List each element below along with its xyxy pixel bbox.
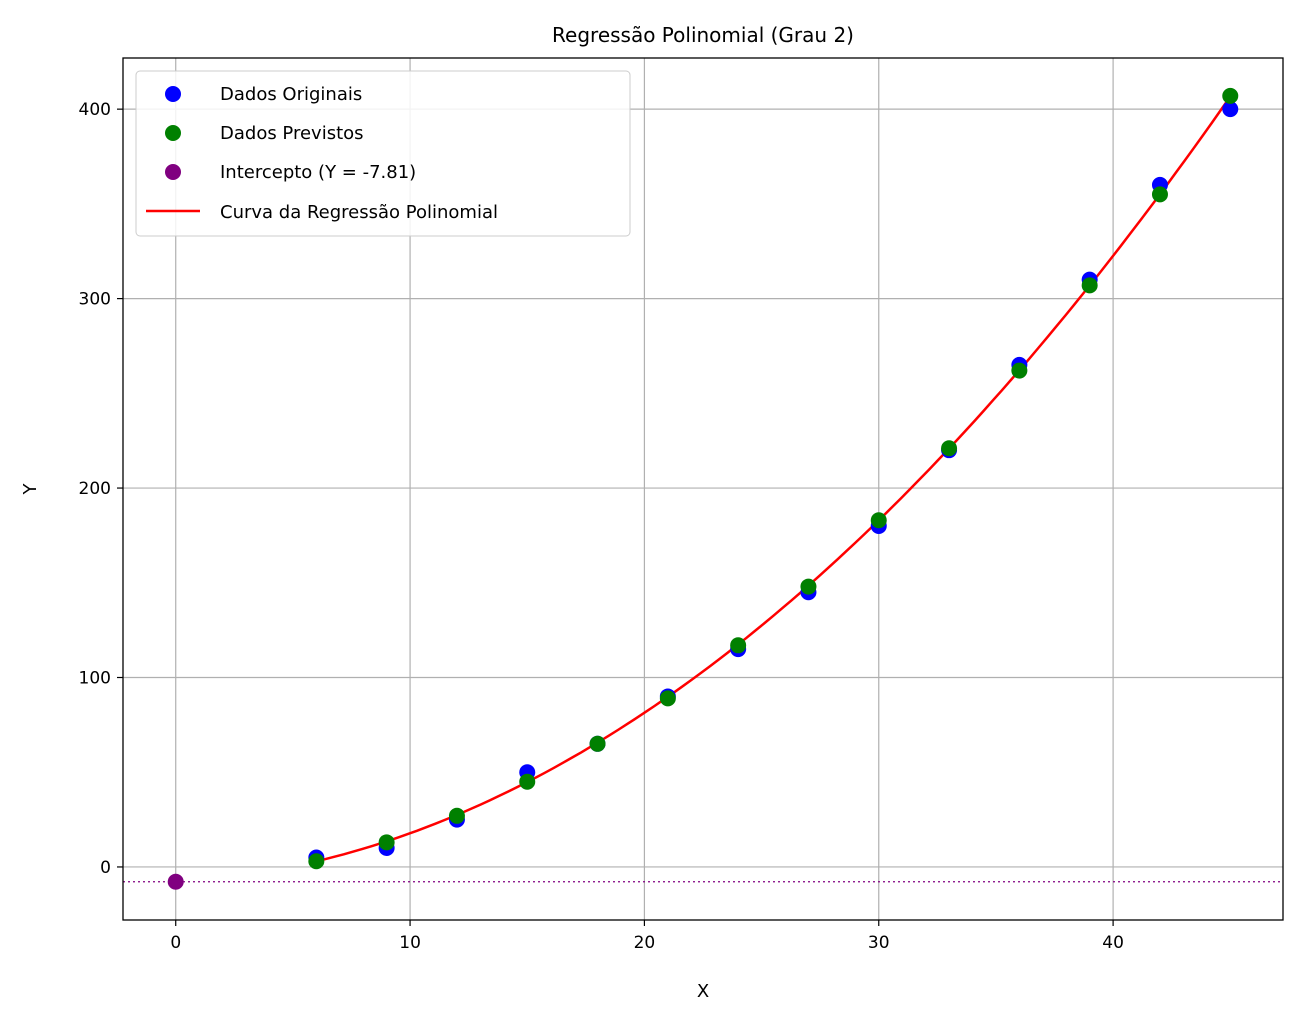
intercept-point <box>167 873 184 890</box>
regression-curve-line <box>316 95 1232 863</box>
x-tick-label: 0 <box>170 933 181 953</box>
x-tick-label: 10 <box>399 933 421 953</box>
predicted-data-point <box>800 578 817 595</box>
predicted-data-point <box>308 853 325 870</box>
x-tick-label: 40 <box>1102 933 1124 953</box>
x-axis-ticks: 0 10 20 30 40 <box>170 920 1124 953</box>
predicted-data-point <box>1011 362 1028 379</box>
predicted-data-point <box>1081 277 1098 294</box>
y-tick-label: 400 <box>79 100 111 120</box>
y-tick-label: 300 <box>79 290 111 310</box>
x-axis-label: X <box>697 981 709 1002</box>
legend-label: Dados Originais <box>220 84 362 105</box>
y-tick-label: 0 <box>100 858 111 878</box>
x-tick-label: 20 <box>634 933 656 953</box>
chart-title: Regressão Polinomial (Grau 2) <box>552 23 854 47</box>
legend-marker-original-data-point <box>165 86 181 102</box>
plot-frame <box>122 57 1284 921</box>
predicted-data-point <box>378 834 395 851</box>
predicted-data-point <box>870 512 887 529</box>
predicted-data-point <box>1151 186 1168 203</box>
predicted-data-point <box>730 637 747 654</box>
legend: Dados Originais Dados Previstos Intercepto… <box>135 70 631 237</box>
x-tick-label: 30 <box>868 933 890 953</box>
data-points <box>167 87 1239 890</box>
predicted-data-point <box>659 690 676 707</box>
y-axis-ticks: 0 100 200 300 400 <box>79 100 123 878</box>
predicted-data-point <box>519 773 536 790</box>
predicted-data-point <box>1222 87 1239 104</box>
y-axis-label: Y <box>20 483 41 496</box>
original-data-point <box>1222 101 1239 118</box>
predicted-data-point <box>589 735 606 752</box>
legend-label: Intercepto (Y = -7.81) <box>220 162 416 183</box>
predicted-data-point <box>448 807 465 824</box>
legend-marker-intercept-point <box>165 164 181 180</box>
legend-marker-predicted-data-point <box>165 125 181 141</box>
legend-label: Curva da Regressão Polinomial <box>220 202 498 223</box>
y-tick-label: 100 <box>79 669 111 689</box>
legend-box <box>135 70 631 237</box>
predicted-data-point <box>941 440 958 457</box>
y-tick-label: 200 <box>79 479 111 499</box>
regression-curve <box>316 95 1232 863</box>
legend-label: Dados Previstos <box>220 123 364 144</box>
